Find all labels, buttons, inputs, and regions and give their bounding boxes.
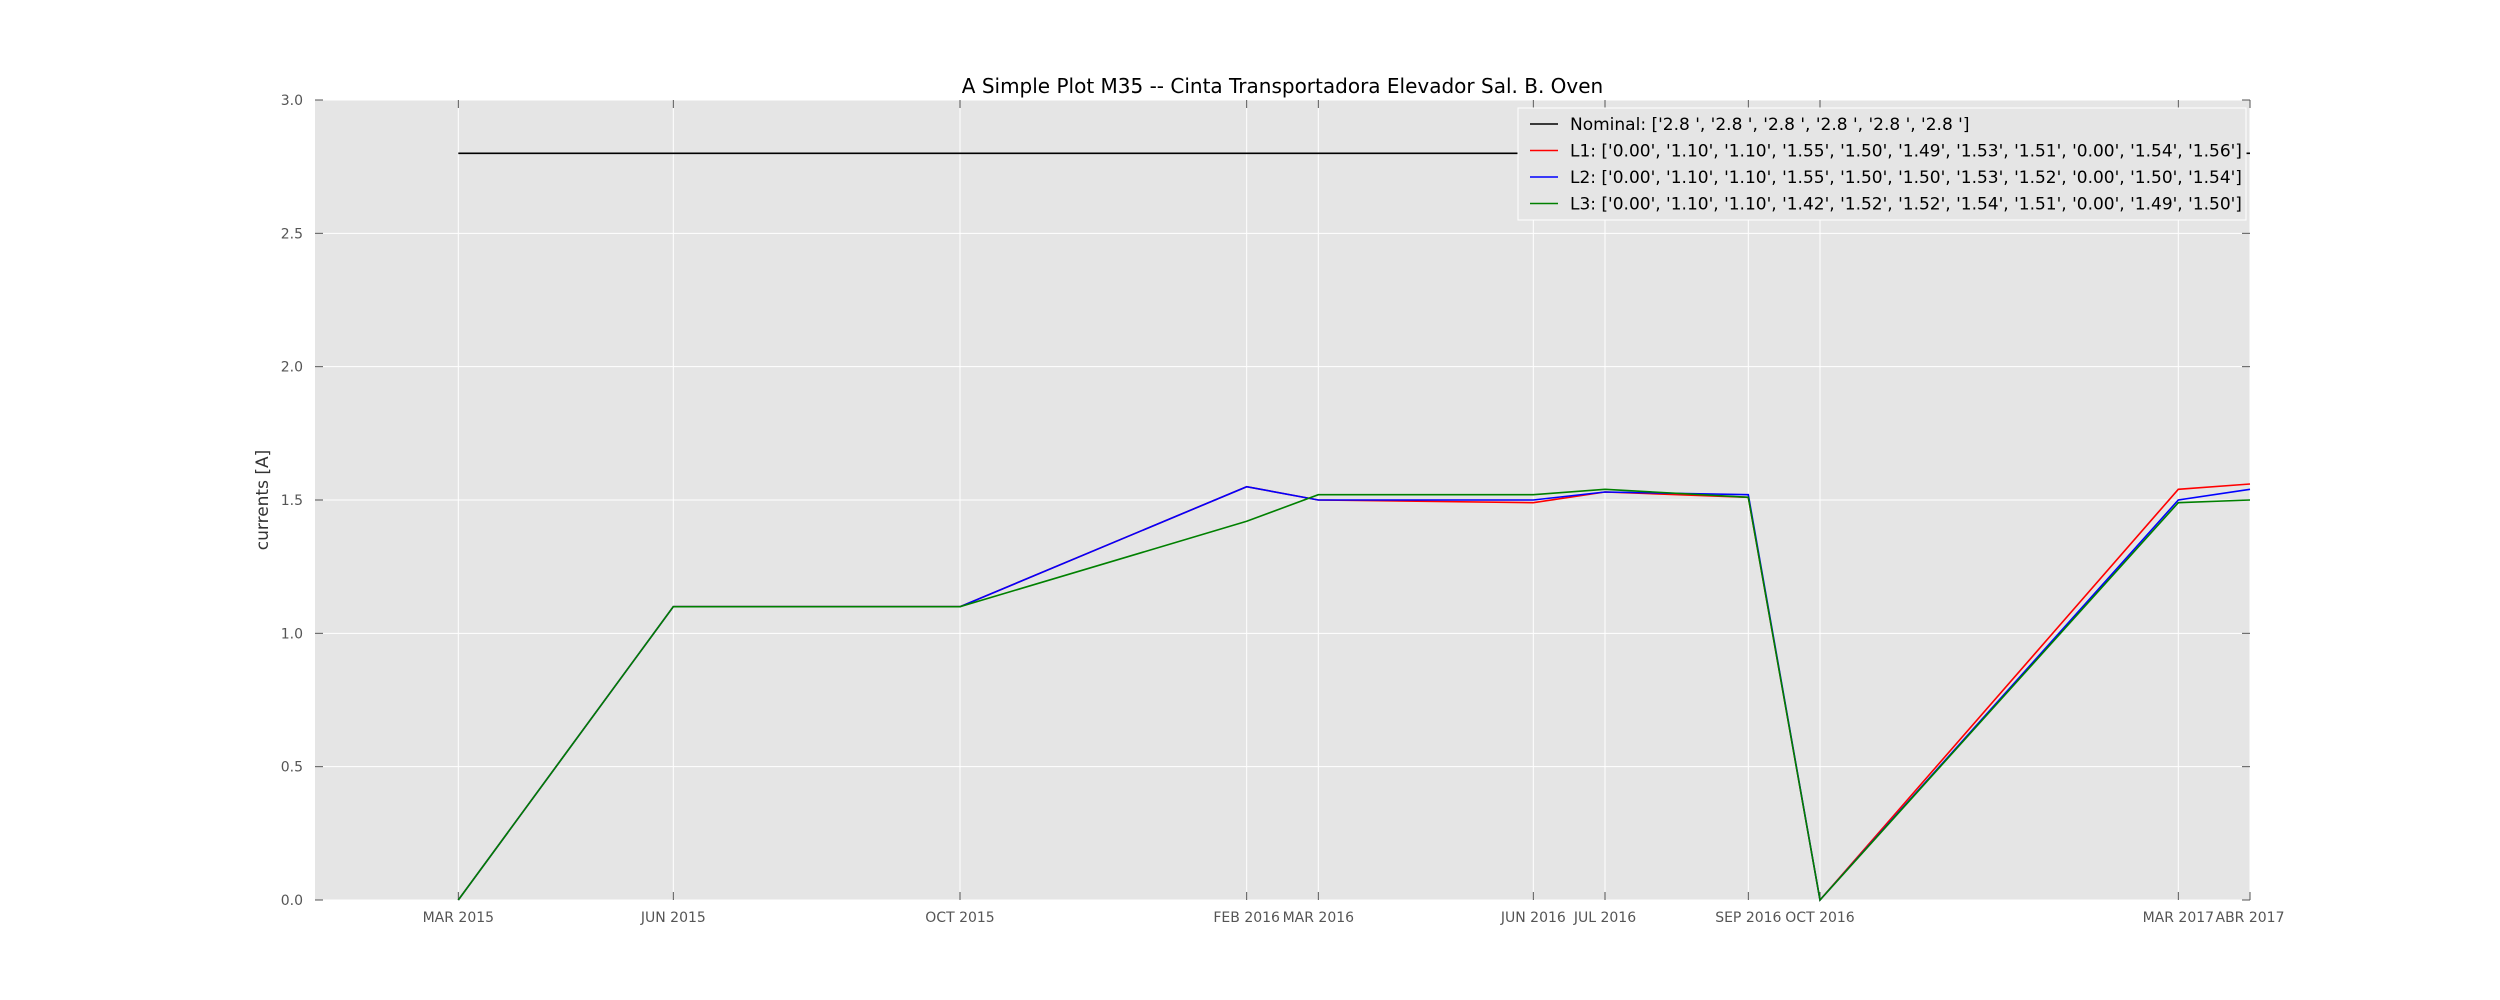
- legend-entry: L3: ['0.00', '1.10', '1.10', '1.42', '1.…: [1570, 195, 2242, 215]
- x-tick-label: MAR 2017: [2143, 910, 2214, 926]
- x-tick-label: MAR 2016: [1283, 910, 1355, 926]
- chart-title: A Simple Plot M35 -- Cinta Transportador…: [962, 74, 1603, 98]
- x-tick-label: JUN 2016: [1500, 910, 1566, 926]
- y-tick-label: 2.0: [281, 360, 303, 376]
- legend-entry: L2: ['0.00', '1.10', '1.10', '1.55', '1.…: [1570, 168, 2242, 188]
- x-tick-label: FEB 2016: [1213, 910, 1280, 926]
- x-tick-label: SEP 2016: [1715, 910, 1781, 926]
- series-line-l3: [457, 488, 2251, 902]
- legend-box: [1517, 107, 2247, 221]
- x-tick-label: JUL 2016: [1573, 910, 1636, 926]
- x-tick-label: OCT 2015: [925, 910, 994, 926]
- y-tick-label: 2.5: [281, 226, 303, 242]
- y-axis-title: currents [A]: [253, 450, 273, 550]
- legend-entry: Nominal: ['2.8 ', '2.8 ', '2.8 ', '2.8 '…: [1570, 115, 1969, 135]
- y-tick-label: 1.5: [281, 493, 303, 509]
- x-tick-label: MAR 2015: [423, 910, 494, 926]
- y-tick-label: 0.5: [281, 760, 303, 776]
- x-tick-label: JUN 2015: [640, 910, 706, 926]
- legend: Nominal: ['2.8 ', '2.8 ', '2.8 ', '2.8 '…: [1517, 107, 2247, 221]
- y-tick-label: 0.0: [281, 893, 303, 909]
- x-tick-label: OCT 2016: [1785, 910, 1855, 926]
- x-tick-label: ABR 2017: [2216, 910, 2285, 926]
- axis-ticks: 0.0 0.5 1.0 1.5 2.0 2.5 3.0 MAR 2015 JUN 2015 OCT…: [281, 93, 2285, 926]
- y-tick-label: 1.0: [281, 626, 303, 642]
- y-tick-label: 3.0: [281, 93, 303, 109]
- legend-entry: L1: ['0.00', '1.10', '1.10', '1.55', '1.…: [1570, 142, 2242, 162]
